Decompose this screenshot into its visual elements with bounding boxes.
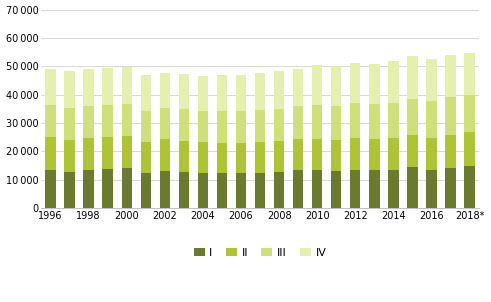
Bar [179,109,189,141]
Bar [426,59,436,101]
Bar [236,173,246,208]
Bar [179,74,189,109]
Bar [160,72,170,108]
Bar [331,106,341,140]
Bar [217,111,227,143]
Bar [255,142,265,173]
Bar [426,101,436,138]
Bar [407,99,418,135]
Bar [45,105,56,137]
Bar [312,66,323,105]
Bar [445,135,456,168]
Bar [407,167,418,208]
Bar [388,61,399,103]
Bar [64,172,75,208]
Bar [103,169,113,208]
Bar [160,171,170,208]
Bar [83,106,94,138]
Bar [369,104,380,139]
Bar [369,170,380,208]
Bar [350,63,360,103]
Bar [217,75,227,111]
Bar [45,137,56,169]
Bar [445,98,456,135]
Bar [312,105,323,139]
Bar [236,143,246,173]
Bar [350,170,360,208]
Bar [407,56,418,99]
Bar [426,138,436,170]
Bar [122,67,132,104]
Bar [312,139,323,170]
Bar [217,143,227,173]
Bar [274,108,284,141]
Bar [83,138,94,170]
Bar [369,64,380,104]
Bar [64,71,75,108]
Bar [312,170,323,208]
Bar [83,170,94,208]
Bar [103,137,113,169]
Bar [236,75,246,111]
Bar [64,140,75,172]
Bar [331,171,341,208]
Bar [464,166,475,208]
Bar [274,71,284,108]
Bar [255,73,265,110]
Bar [140,75,151,111]
Bar [122,104,132,136]
Bar [255,110,265,142]
Bar [274,172,284,208]
Bar [331,140,341,171]
Bar [122,136,132,169]
Bar [331,66,341,106]
Bar [103,68,113,104]
Bar [217,173,227,208]
Bar [445,168,456,208]
Bar [350,138,360,170]
Bar [198,142,208,173]
Bar [83,69,94,106]
Bar [198,173,208,208]
Bar [45,69,56,105]
Bar [388,103,399,138]
Bar [464,132,475,166]
Bar [140,142,151,173]
Bar [122,169,132,208]
Bar [179,172,189,208]
Bar [160,140,170,171]
Bar [179,141,189,172]
Bar [293,170,303,208]
Bar [45,169,56,208]
Bar [293,69,303,106]
Bar [236,111,246,143]
Bar [464,53,475,95]
Bar [350,103,360,138]
Bar [274,141,284,172]
Bar [293,139,303,170]
Bar [160,108,170,140]
Bar [198,76,208,111]
Bar [369,139,380,170]
Bar [293,106,303,139]
Bar [64,108,75,140]
Bar [407,135,418,167]
Bar [103,104,113,137]
Bar [388,169,399,208]
Bar [426,170,436,208]
Bar [140,173,151,208]
Legend: I, II, III, IV: I, II, III, IV [190,243,331,262]
Bar [198,111,208,142]
Bar [140,111,151,142]
Bar [464,95,475,132]
Bar [445,55,456,98]
Bar [255,173,265,208]
Bar [388,138,399,169]
